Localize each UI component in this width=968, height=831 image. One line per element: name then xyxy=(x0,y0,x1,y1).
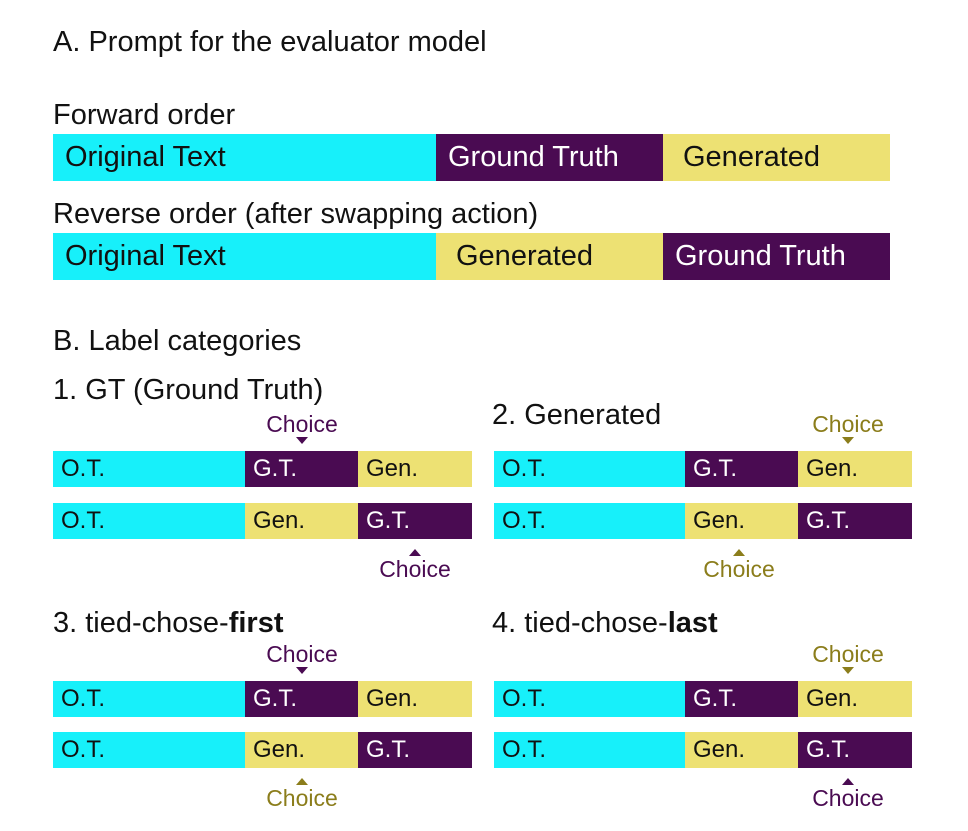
section-a-title: A. Prompt for the evaluator model xyxy=(53,26,487,58)
segment-gt: G.T. xyxy=(798,503,912,539)
forward-order-bar: Original Text Ground Truth Generated xyxy=(53,134,890,181)
segment-ot: O.T. xyxy=(494,451,685,487)
segment-gen: Gen. xyxy=(358,451,472,487)
segment-gen: Gen. xyxy=(245,732,358,768)
segment-gen: Gen. xyxy=(798,681,912,717)
cat3-forward-bar: O.T. G.T. Gen. xyxy=(53,681,472,717)
segment-ot: O.T. xyxy=(53,451,245,487)
segment-original-text: Original Text xyxy=(53,134,436,181)
segment-ot: O.T. xyxy=(494,732,685,768)
cat2-forward-bar: O.T. G.T. Gen. xyxy=(494,451,912,487)
reverse-order-label: Reverse order (after swapping action) xyxy=(53,198,539,230)
segment-gt: G.T. xyxy=(685,451,798,487)
segment-gen: Gen. xyxy=(798,451,912,487)
segment-gt: G.T. xyxy=(685,681,798,717)
segment-ot: O.T. xyxy=(53,503,245,539)
category-3-bold: first xyxy=(228,607,284,639)
choice-arrow-down xyxy=(296,437,308,444)
forward-order-label: Forward order xyxy=(53,99,236,131)
category-3-prefix: 3. tied-chose- xyxy=(53,607,229,639)
choice-arrow-up xyxy=(733,549,745,556)
segment-ground-truth: Ground Truth xyxy=(663,233,890,280)
segment-ot: O.T. xyxy=(53,681,245,717)
segment-gen: Gen. xyxy=(685,503,798,539)
reverse-order-bar: Original Text Generated Ground Truth xyxy=(53,233,890,280)
segment-gt: G.T. xyxy=(245,451,358,487)
cat2-reverse-bar: O.T. Gen. G.T. xyxy=(494,503,912,539)
segment-gt: G.T. xyxy=(245,681,358,717)
cat4-reverse-bar: O.T. Gen. G.T. xyxy=(494,732,912,768)
segment-original-text: Original Text xyxy=(53,233,436,280)
choice-arrow-up xyxy=(296,778,308,785)
choice-arrow-down xyxy=(842,437,854,444)
section-b-title: B. Label categories xyxy=(53,325,302,357)
category-4-title: 4. tied-chose-last xyxy=(492,606,718,640)
category-4-bold: last xyxy=(667,607,718,639)
choice-label: Choice xyxy=(266,411,338,437)
segment-gen: Gen. xyxy=(685,732,798,768)
cat1-reverse-bar: O.T. Gen. G.T. xyxy=(53,503,472,539)
cat1-forward-bar: O.T. G.T. Gen. xyxy=(53,451,472,487)
category-2-title: 2. Generated xyxy=(492,399,662,431)
cat4-forward-bar: O.T. G.T. Gen. xyxy=(494,681,912,717)
choice-arrow-up xyxy=(842,778,854,785)
choice-label: Choice xyxy=(266,641,338,667)
choice-label: Choice xyxy=(812,785,884,811)
segment-gt: G.T. xyxy=(358,503,472,539)
choice-arrow-down xyxy=(296,667,308,674)
segment-ot: O.T. xyxy=(494,681,685,717)
category-1-title: 1. GT (Ground Truth) xyxy=(53,374,324,406)
segment-ground-truth: Ground Truth xyxy=(436,134,663,181)
segment-ot: O.T. xyxy=(53,732,245,768)
category-4-prefix: 4. tied-chose- xyxy=(492,607,668,639)
choice-label: Choice xyxy=(379,556,451,582)
segment-gt: G.T. xyxy=(798,732,912,768)
segment-gen: Gen. xyxy=(358,681,472,717)
cat3-reverse-bar: O.T. Gen. G.T. xyxy=(53,732,472,768)
choice-arrow-down xyxy=(842,667,854,674)
choice-label: Choice xyxy=(812,411,884,437)
choice-arrow-up xyxy=(409,549,421,556)
segment-generated: Generated xyxy=(436,233,663,280)
segment-gt: G.T. xyxy=(358,732,472,768)
segment-generated: Generated xyxy=(663,134,890,181)
choice-label: Choice xyxy=(812,641,884,667)
category-3-title: 3. tied-chose-first xyxy=(53,606,284,640)
choice-label: Choice xyxy=(266,785,338,811)
segment-ot: O.T. xyxy=(494,503,685,539)
segment-gen: Gen. xyxy=(245,503,358,539)
choice-label: Choice xyxy=(703,556,775,582)
